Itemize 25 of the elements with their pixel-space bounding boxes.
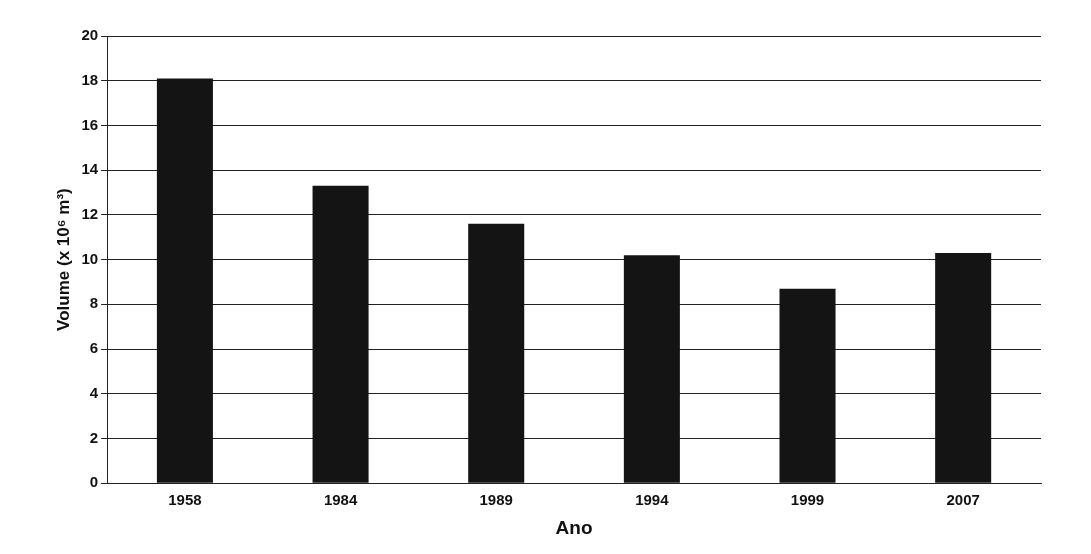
bar [779, 288, 836, 483]
y-tick-label: 6 [89, 339, 99, 357]
x-tick-label: 1999 [790, 491, 825, 509]
bar [468, 223, 525, 483]
x-tick-label: 1994 [635, 491, 670, 509]
y-tick-label: 0 [89, 473, 99, 491]
y-tick-label: 14 [81, 160, 99, 178]
y-tick-label: 8 [89, 294, 99, 312]
y-tick-label: 4 [89, 383, 99, 401]
bar [623, 255, 680, 483]
y-axis-title: Volume (x 10⁶ m³) [53, 188, 73, 331]
y-tick-label: 20 [81, 26, 99, 44]
y-tick-label: 12 [81, 205, 99, 223]
bar [935, 252, 992, 483]
y-tick-label: 2 [89, 428, 99, 446]
x-tick-label: 1958 [168, 491, 202, 509]
x-axis-title: Ano [555, 516, 593, 538]
x-tick-label: 1989 [479, 491, 513, 509]
bar [312, 185, 369, 483]
y-tick-label: 10 [81, 249, 99, 267]
y-tick-label: 18 [81, 70, 99, 88]
x-tick-label: 2007 [946, 491, 980, 509]
x-tick-label: 1984 [323, 491, 358, 509]
y-tick-label: 16 [81, 115, 99, 133]
bar [156, 78, 213, 483]
